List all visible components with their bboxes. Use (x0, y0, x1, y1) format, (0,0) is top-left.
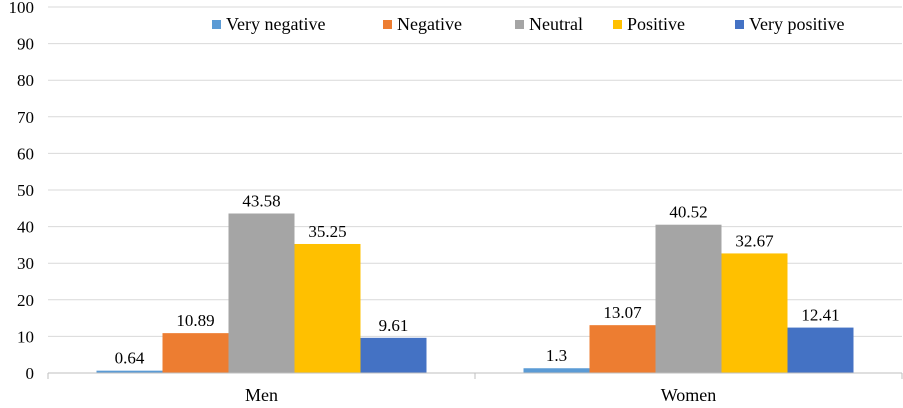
bar-women-positive (721, 253, 788, 373)
x-category-label: Men (245, 385, 278, 405)
y-tick-label: 80 (17, 71, 34, 90)
data-label: 43.58 (242, 191, 280, 210)
y-tick-label: 90 (17, 35, 34, 54)
bar-men-positive (294, 243, 361, 373)
legend: Very negative Negative Neutral Positive Very… (212, 14, 844, 34)
y-tick-label: 30 (17, 254, 34, 273)
data-label: 0.64 (115, 349, 145, 368)
data-label: 10.89 (176, 311, 214, 330)
legend-label: Negative (397, 14, 462, 34)
legend-swatch (515, 20, 524, 29)
bar-men-neutral (228, 213, 295, 373)
data-label: 12.41 (801, 306, 839, 325)
data-label: 9.61 (379, 316, 409, 335)
data-label: 32.67 (735, 231, 774, 250)
y-tick-label: 60 (17, 144, 34, 163)
data-labels: 0.64 10.89 43.58 35.25 9.61 1.3 13.07 40.52 32.6… (115, 191, 840, 367)
legend-swatch (383, 20, 392, 29)
y-tick-label: 70 (17, 108, 34, 127)
bars (96, 213, 854, 373)
y-tick-label: 40 (17, 218, 34, 237)
y-tick-label: 0 (26, 364, 35, 383)
legend-label: Very negative (226, 14, 325, 34)
data-label: 35.25 (308, 222, 346, 241)
data-label: 13.07 (603, 303, 642, 322)
legend-label: Positive (627, 14, 685, 34)
bar-men-very-negative (96, 370, 163, 373)
bar-women-very-negative (523, 368, 590, 373)
data-label: 1.3 (546, 346, 567, 365)
bar-women-negative (589, 325, 656, 373)
y-tick-label: 10 (17, 327, 34, 346)
y-axis-ticks: 0 10 20 30 40 50 60 70 80 90 100 (9, 0, 35, 383)
bar-men-negative (162, 333, 229, 373)
x-axis: Men Women (47, 372, 903, 405)
y-tick-label: 20 (17, 291, 34, 310)
data-label: 40.52 (669, 203, 707, 222)
bar-men-very-positive (360, 337, 427, 373)
legend-swatch (735, 20, 744, 29)
legend-swatch (212, 20, 221, 29)
bar-women-very-positive (787, 327, 854, 373)
legend-label: Very positive (749, 14, 844, 34)
legend-label: Neutral (529, 14, 583, 34)
y-tick-label: 50 (17, 181, 34, 200)
x-category-label: Women (661, 385, 717, 405)
y-tick-label: 100 (9, 0, 35, 17)
gridlines (48, 6, 902, 337)
legend-swatch (613, 20, 622, 29)
bar-women-neutral (655, 224, 722, 373)
